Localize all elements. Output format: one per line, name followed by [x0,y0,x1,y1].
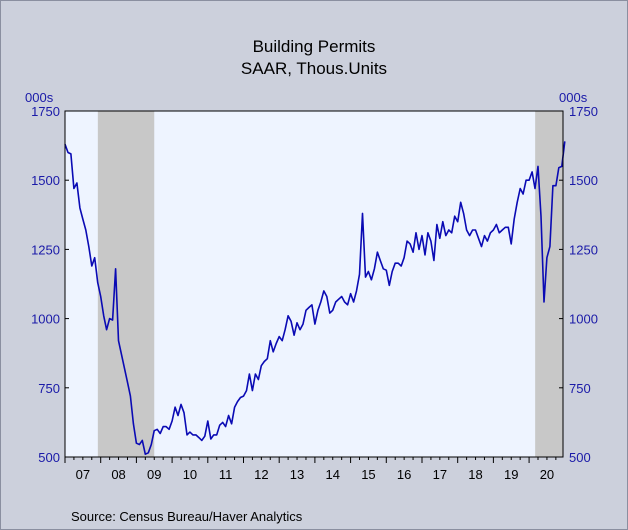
x-tick-label: 18 [468,467,482,482]
x-axis: 07 08 09 10 11 12 13 14 15 16 17 18 19 20 [64,457,557,482]
x-tick-label: 10 [183,467,197,482]
chart-subtitle: SAAR, Thous.Units [241,59,387,78]
chart-title: Building Permits [253,37,376,56]
x-tick-label: 11 [219,467,233,482]
recession-shading [97,111,563,457]
y-tick-label-left: 1500 [31,173,60,188]
x-tick-label: 15 [361,467,375,482]
x-tick-label: 17 [433,467,447,482]
y-tick-label-right: 500 [569,450,591,465]
x-tick-label: 07 [76,467,90,482]
left-unit-label: 000s [25,90,54,105]
y-tick-label-left: 500 [38,450,60,465]
recession-band-1 [535,111,563,457]
y-tick-label-left: 750 [38,381,60,396]
series-lines [64,141,566,456]
x-tick-label: 14 [326,467,340,482]
y-tick-label-right: 1000 [569,312,598,327]
series-line-0 [64,141,566,456]
y-tick-label-right: 1750 [569,104,598,119]
y-tick-label-left: 1750 [31,104,60,119]
y-axes: 500 500 750 750 1000 1000 1250 1250 1500 1500 1750… [31,104,598,465]
x-tick-label: 16 [397,467,411,482]
y-tick-label-right: 1250 [569,242,598,257]
right-unit-label: 000s [559,90,588,105]
y-tick-label-left: 1000 [31,312,60,327]
y-tick-label-right: 1500 [569,173,598,188]
x-tick-label: 20 [540,467,554,482]
x-tick-label: 19 [504,467,518,482]
source-note: Source: Census Bureau/Haver Analytics [71,509,303,524]
plot-frame [64,110,564,458]
recession-band-0 [97,111,155,457]
x-tick-label: 13 [290,467,304,482]
x-tick-label: 12 [254,467,268,482]
y-tick-label-right: 750 [569,381,591,396]
x-tick-label: 08 [111,467,125,482]
x-tick-label: 09 [147,467,161,482]
y-tick-label-left: 1250 [31,242,60,257]
